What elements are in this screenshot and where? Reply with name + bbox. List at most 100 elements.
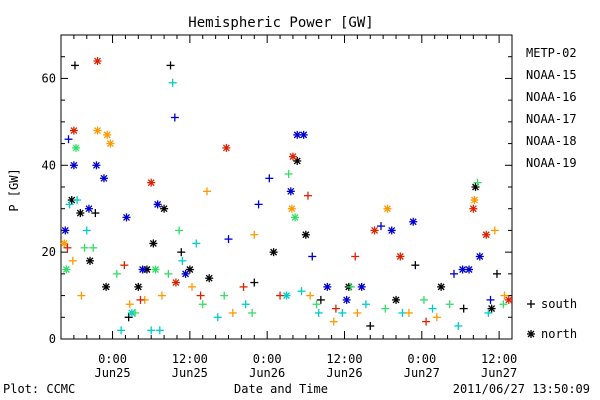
data-point-metp-02	[437, 282, 446, 291]
data-point-metp-02	[102, 282, 111, 291]
data-point-noaa-15	[342, 295, 351, 304]
data-point-metp-02	[492, 269, 501, 278]
data-point-noaa-15	[69, 161, 78, 170]
data-point-metp-02	[91, 209, 100, 218]
x-tick-label-date: Jun26	[326, 366, 362, 380]
legend-entry-noaa-18: NOAA-18	[526, 134, 577, 148]
data-point-noaa-16	[213, 313, 222, 322]
data-point-noaa-19	[147, 178, 156, 187]
x-tick-label-time: 12:00	[481, 352, 517, 366]
data-point-noaa-19	[396, 252, 405, 261]
legend-entry-noaa-16: NOAA-16	[526, 90, 577, 104]
y-tick-label: 40	[42, 158, 56, 172]
data-point-noaa-18	[250, 230, 259, 239]
data-point-noaa-15	[475, 252, 484, 261]
data-point-noaa-18	[383, 204, 392, 213]
data-point-metp-02	[301, 230, 310, 239]
data-point-noaa-18	[228, 308, 237, 317]
data-point-noaa-17	[175, 226, 184, 235]
data-point-noaa-18	[188, 282, 197, 291]
data-point-noaa-15	[486, 295, 495, 304]
data-point-noaa-16	[192, 239, 201, 248]
data-point-noaa-17	[381, 304, 390, 313]
data-point-noaa-15	[357, 282, 366, 291]
data-point-noaa-16	[484, 308, 493, 317]
data-point-metp-02	[250, 278, 259, 287]
data-point-noaa-15	[138, 265, 147, 274]
data-point-noaa-16	[65, 200, 74, 209]
legend-entry-noaa-17: NOAA-17	[526, 112, 577, 126]
y-tick-label: 20	[42, 245, 56, 259]
legend-entry-metp-02: METP-02	[526, 46, 577, 60]
legend-entry-noaa-19: NOAA-19	[526, 156, 577, 170]
data-point-noaa-17	[89, 243, 98, 252]
data-point-noaa-17	[62, 265, 71, 274]
data-point-noaa-15	[170, 113, 179, 122]
data-point-noaa-18	[306, 291, 315, 300]
data-point-noaa-17	[131, 308, 140, 317]
data-point-noaa-18	[287, 204, 296, 213]
data-point-noaa-18	[68, 256, 77, 265]
data-point-noaa-15	[299, 130, 308, 139]
x-tick-label-time: 12:00	[172, 352, 208, 366]
y-axis-label: P [GW]	[7, 168, 21, 211]
marker-legend-north-symbol	[527, 330, 535, 338]
data-point-noaa-19	[69, 126, 78, 135]
data-point-noaa-17	[291, 213, 300, 222]
data-point-noaa-16	[454, 321, 463, 330]
data-point-noaa-17	[112, 269, 121, 278]
data-point-noaa-19	[288, 152, 297, 161]
data-point-noaa-16	[314, 308, 323, 317]
data-point-noaa-19	[469, 204, 478, 213]
data-point-metp-02	[85, 256, 94, 265]
data-point-noaa-15	[376, 222, 385, 231]
data-point-metp-02	[392, 295, 401, 304]
data-point-noaa-19	[136, 295, 145, 304]
data-point-metp-02	[149, 239, 158, 248]
data-point-metp-02	[76, 209, 85, 218]
x-tick-label-time: 0:00	[253, 352, 282, 366]
data-point-noaa-15	[122, 213, 131, 222]
data-point-noaa-17	[284, 169, 293, 178]
data-point-noaa-16	[73, 196, 82, 205]
data-point-noaa-15	[323, 282, 332, 291]
data-point-noaa-19	[63, 243, 72, 252]
data-point-noaa-17	[445, 300, 454, 309]
axes: 02040600:00Jun2512:00Jun250:00Jun2612:00…	[42, 34, 517, 380]
data-point-noaa-17	[198, 300, 207, 309]
data-point-noaa-18	[93, 126, 102, 135]
legend: METP-02 NOAA-15 NOAA-16 NOAA-17 NOAA-18 NOAA-…	[526, 46, 577, 341]
data-point-metp-02	[366, 321, 375, 330]
data-point-metp-02	[134, 282, 143, 291]
data-point-noaa-15	[254, 200, 263, 209]
x-tick-label-date: Jun25	[172, 366, 208, 380]
data-point-noaa-17	[346, 282, 355, 291]
data-point-noaa-17	[419, 295, 428, 304]
data-point-noaa-19	[171, 278, 180, 287]
data-point-noaa-18	[157, 291, 166, 300]
x-tick-label-time: 0:00	[407, 352, 436, 366]
marker-legend-north: north	[541, 327, 577, 341]
data-point-noaa-17	[499, 300, 508, 309]
data-point-noaa-15	[450, 269, 459, 278]
data-point-metp-02	[459, 304, 468, 313]
data-point-noaa-16	[428, 304, 437, 313]
x-tick-label-time: 0:00	[98, 352, 127, 366]
data-point-noaa-18	[404, 308, 413, 317]
data-point-noaa-17	[248, 308, 257, 317]
data-point-noaa-16	[147, 326, 156, 335]
data-point-noaa-19	[331, 304, 340, 313]
x-axis-label: Date and Time	[234, 382, 328, 396]
data-point-noaa-16	[241, 300, 250, 309]
data-point-noaa-15	[92, 161, 101, 170]
data-point-metp-02	[269, 248, 278, 257]
data-point-noaa-18	[470, 196, 479, 205]
data-point-metp-02	[316, 295, 325, 304]
data-point-noaa-16	[297, 287, 306, 296]
data-point-noaa-19	[504, 295, 513, 304]
data-point-noaa-19	[482, 230, 491, 239]
data-point-metp-02	[124, 313, 133, 322]
data-point-noaa-16	[361, 300, 370, 309]
x-tick-label-date: Jun26	[249, 366, 285, 380]
data-point-noaa-15	[61, 226, 70, 235]
